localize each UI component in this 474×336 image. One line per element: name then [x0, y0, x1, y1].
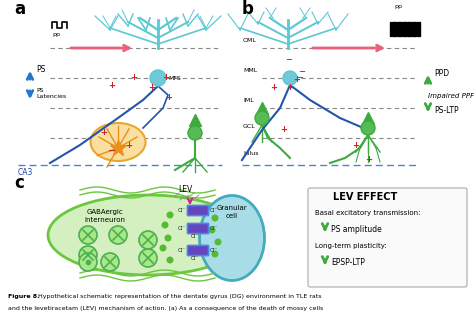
Bar [402, 22, 405, 36]
Text: +: + [165, 93, 172, 102]
Ellipse shape [200, 196, 264, 281]
Text: Cl⁻: Cl⁻ [191, 234, 199, 239]
Bar [415, 22, 416, 36]
Text: Long-term plasticity:: Long-term plasticity: [315, 243, 387, 249]
Text: +: + [125, 141, 132, 150]
Text: +: + [286, 83, 293, 92]
Text: GCL: GCL [243, 124, 256, 129]
Text: PS-LTP: PS-LTP [434, 106, 459, 115]
Bar [418, 22, 419, 36]
Text: −: − [108, 146, 116, 156]
Bar [408, 22, 410, 36]
Text: Cl⁻: Cl⁻ [210, 226, 218, 231]
Text: pp: pp [394, 4, 402, 9]
Text: IML: IML [243, 98, 254, 103]
Text: +: + [108, 81, 115, 90]
Circle shape [101, 253, 119, 271]
FancyBboxPatch shape [188, 206, 209, 215]
Text: Cl⁻: Cl⁻ [210, 248, 218, 253]
Text: Cl⁻: Cl⁻ [178, 248, 186, 253]
Bar [412, 22, 415, 36]
Text: +: + [130, 73, 137, 82]
Circle shape [79, 253, 97, 271]
Text: Hilus: Hilus [243, 151, 258, 156]
Bar [398, 22, 400, 36]
Circle shape [211, 251, 219, 257]
Text: c: c [14, 174, 24, 192]
Circle shape [159, 245, 166, 252]
Text: −: − [296, 73, 303, 82]
Circle shape [361, 121, 375, 135]
Text: +: + [352, 141, 359, 150]
Bar [410, 22, 411, 36]
Text: PPD: PPD [434, 69, 449, 78]
Text: Cl⁻: Cl⁻ [178, 226, 186, 231]
Text: Figure 8.: Figure 8. [8, 294, 39, 299]
Circle shape [211, 214, 219, 221]
Text: LEV EFFECT: LEV EFFECT [333, 192, 397, 202]
Circle shape [139, 231, 157, 249]
Text: Cl⁻: Cl⁻ [191, 256, 199, 261]
Text: Cl⁻: Cl⁻ [210, 208, 218, 213]
Text: Basal excitatory transmission:: Basal excitatory transmission: [315, 210, 420, 216]
Text: pp: pp [52, 32, 60, 37]
Circle shape [79, 226, 97, 244]
Text: Granular
cell: Granular cell [217, 205, 247, 219]
Text: +: + [100, 128, 107, 137]
Text: LEV: LEV [178, 185, 192, 194]
Circle shape [79, 246, 97, 264]
Text: OML: OML [243, 38, 257, 43]
Circle shape [166, 211, 173, 218]
Circle shape [188, 126, 202, 140]
Text: +: + [365, 155, 372, 164]
Text: CA3: CA3 [18, 168, 33, 177]
Bar [390, 22, 391, 36]
Bar [395, 22, 396, 36]
FancyBboxPatch shape [308, 188, 467, 287]
Circle shape [215, 239, 221, 246]
Text: Impaired PPF: Impaired PPF [428, 93, 474, 99]
Circle shape [162, 221, 168, 228]
Text: −: − [285, 55, 292, 64]
Text: +: + [270, 83, 277, 92]
Bar [392, 22, 394, 36]
Text: +: + [280, 125, 287, 134]
Circle shape [139, 249, 157, 267]
Circle shape [109, 226, 127, 244]
Text: PS amplitude: PS amplitude [331, 225, 382, 234]
Text: a: a [14, 0, 25, 18]
Text: PS: PS [36, 65, 46, 74]
Text: +: + [293, 75, 300, 84]
FancyBboxPatch shape [188, 246, 209, 255]
Circle shape [209, 226, 216, 234]
Text: Cl⁻: Cl⁻ [178, 208, 186, 213]
Text: b: b [242, 0, 254, 18]
Circle shape [166, 256, 173, 263]
Text: +: + [148, 83, 155, 92]
Ellipse shape [91, 123, 146, 161]
Text: PS
Latencies: PS Latencies [36, 88, 66, 99]
Text: −: − [298, 67, 305, 76]
Text: +: + [162, 73, 169, 82]
Circle shape [255, 111, 269, 125]
Text: GABAergic
interneuron: GABAergic interneuron [84, 209, 126, 223]
Text: Hypothetical schematic representation of the dentate gyrus (DG) environment in T: Hypothetical schematic representation of… [36, 294, 321, 299]
Ellipse shape [48, 195, 248, 275]
Circle shape [283, 71, 297, 85]
Circle shape [150, 70, 166, 86]
Text: and the levetiracetam (LEV) mechanism of action. (a) As a consequence of the dea: and the levetiracetam (LEV) mechanism of… [8, 306, 323, 311]
Circle shape [164, 235, 172, 242]
Text: EPSP-LTP: EPSP-LTP [331, 258, 365, 267]
Bar [405, 22, 406, 36]
Text: MML: MML [243, 68, 257, 73]
FancyBboxPatch shape [188, 223, 209, 234]
Bar [400, 22, 401, 36]
Text: MFS: MFS [168, 76, 181, 81]
